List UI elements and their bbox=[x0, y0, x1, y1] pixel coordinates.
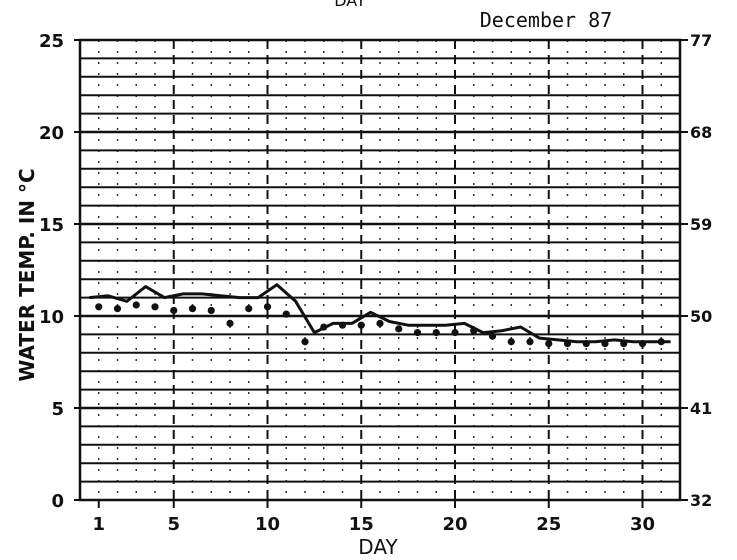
y-tick-label: 5 bbox=[51, 399, 64, 420]
top-cut-label: DAY bbox=[334, 0, 366, 10]
x-tick-label: 1 bbox=[92, 514, 105, 535]
data-point bbox=[282, 310, 290, 318]
data-point bbox=[413, 328, 422, 337]
data-point bbox=[395, 325, 403, 333]
data-point bbox=[376, 319, 384, 327]
data-point bbox=[638, 340, 647, 348]
y-tick-label: 25 bbox=[39, 31, 64, 52]
data-point bbox=[132, 301, 140, 309]
data-point bbox=[582, 340, 590, 348]
data-point bbox=[451, 328, 459, 337]
x-axis-ticks: 1 5 10 15 20 25 30 bbox=[92, 500, 655, 535]
y-tick-label: 10 bbox=[39, 307, 64, 328]
y2-tick-label: 41 bbox=[690, 399, 712, 418]
minor-gridlines bbox=[98, 40, 662, 500]
x-tick-label: 10 bbox=[255, 514, 280, 535]
y-tick-label: 20 bbox=[39, 123, 64, 144]
daily-temperature-points bbox=[95, 301, 665, 348]
y2-tick-label: 68 bbox=[690, 123, 712, 142]
data-point bbox=[507, 338, 515, 346]
data-point bbox=[151, 303, 159, 311]
data-point bbox=[263, 303, 272, 311]
y-axis-ticks: 0 5 10 15 20 25 bbox=[39, 31, 80, 512]
y2-tick-label: 50 bbox=[690, 307, 712, 326]
x-tick-label: 20 bbox=[442, 514, 467, 535]
data-point bbox=[113, 305, 122, 313]
x-tick-label: 25 bbox=[536, 514, 561, 535]
x-axis-label: DAY bbox=[358, 535, 398, 559]
data-point bbox=[226, 319, 234, 327]
data-point bbox=[301, 338, 309, 346]
data-point bbox=[320, 323, 328, 331]
data-point bbox=[657, 338, 665, 346]
y-tick-label: 0 bbox=[51, 491, 64, 512]
x-tick-label: 15 bbox=[349, 514, 374, 535]
data-point bbox=[357, 321, 365, 329]
plot-frame bbox=[78, 38, 682, 502]
x-tick-label: 5 bbox=[167, 514, 180, 535]
data-point bbox=[245, 305, 253, 313]
data-point bbox=[432, 328, 440, 337]
data-point bbox=[95, 303, 103, 311]
daily-temperature-line bbox=[89, 283, 671, 344]
data-point bbox=[620, 340, 628, 348]
data-point bbox=[207, 306, 215, 315]
y2-tick-label: 32 bbox=[690, 491, 712, 510]
data-point bbox=[526, 338, 534, 346]
data-point bbox=[470, 327, 478, 335]
data-point bbox=[170, 306, 178, 315]
y2-axis-ticks: 32 41 50 59 68 77 bbox=[680, 31, 712, 510]
data-point bbox=[188, 305, 197, 313]
y-axis-label: WATER TEMP. IN °C bbox=[15, 168, 39, 381]
data-point bbox=[563, 340, 572, 348]
data-point bbox=[545, 340, 553, 348]
y2-tick-label: 77 bbox=[690, 31, 712, 50]
y2-tick-label: 59 bbox=[690, 215, 712, 234]
data-point bbox=[338, 321, 347, 329]
major-gridlines bbox=[80, 40, 680, 500]
data-point bbox=[488, 332, 497, 340]
y-tick-label: 15 bbox=[39, 215, 64, 236]
x-tick-label: 30 bbox=[630, 514, 655, 535]
chart-title: December 87 bbox=[480, 8, 612, 32]
data-point bbox=[601, 340, 609, 348]
